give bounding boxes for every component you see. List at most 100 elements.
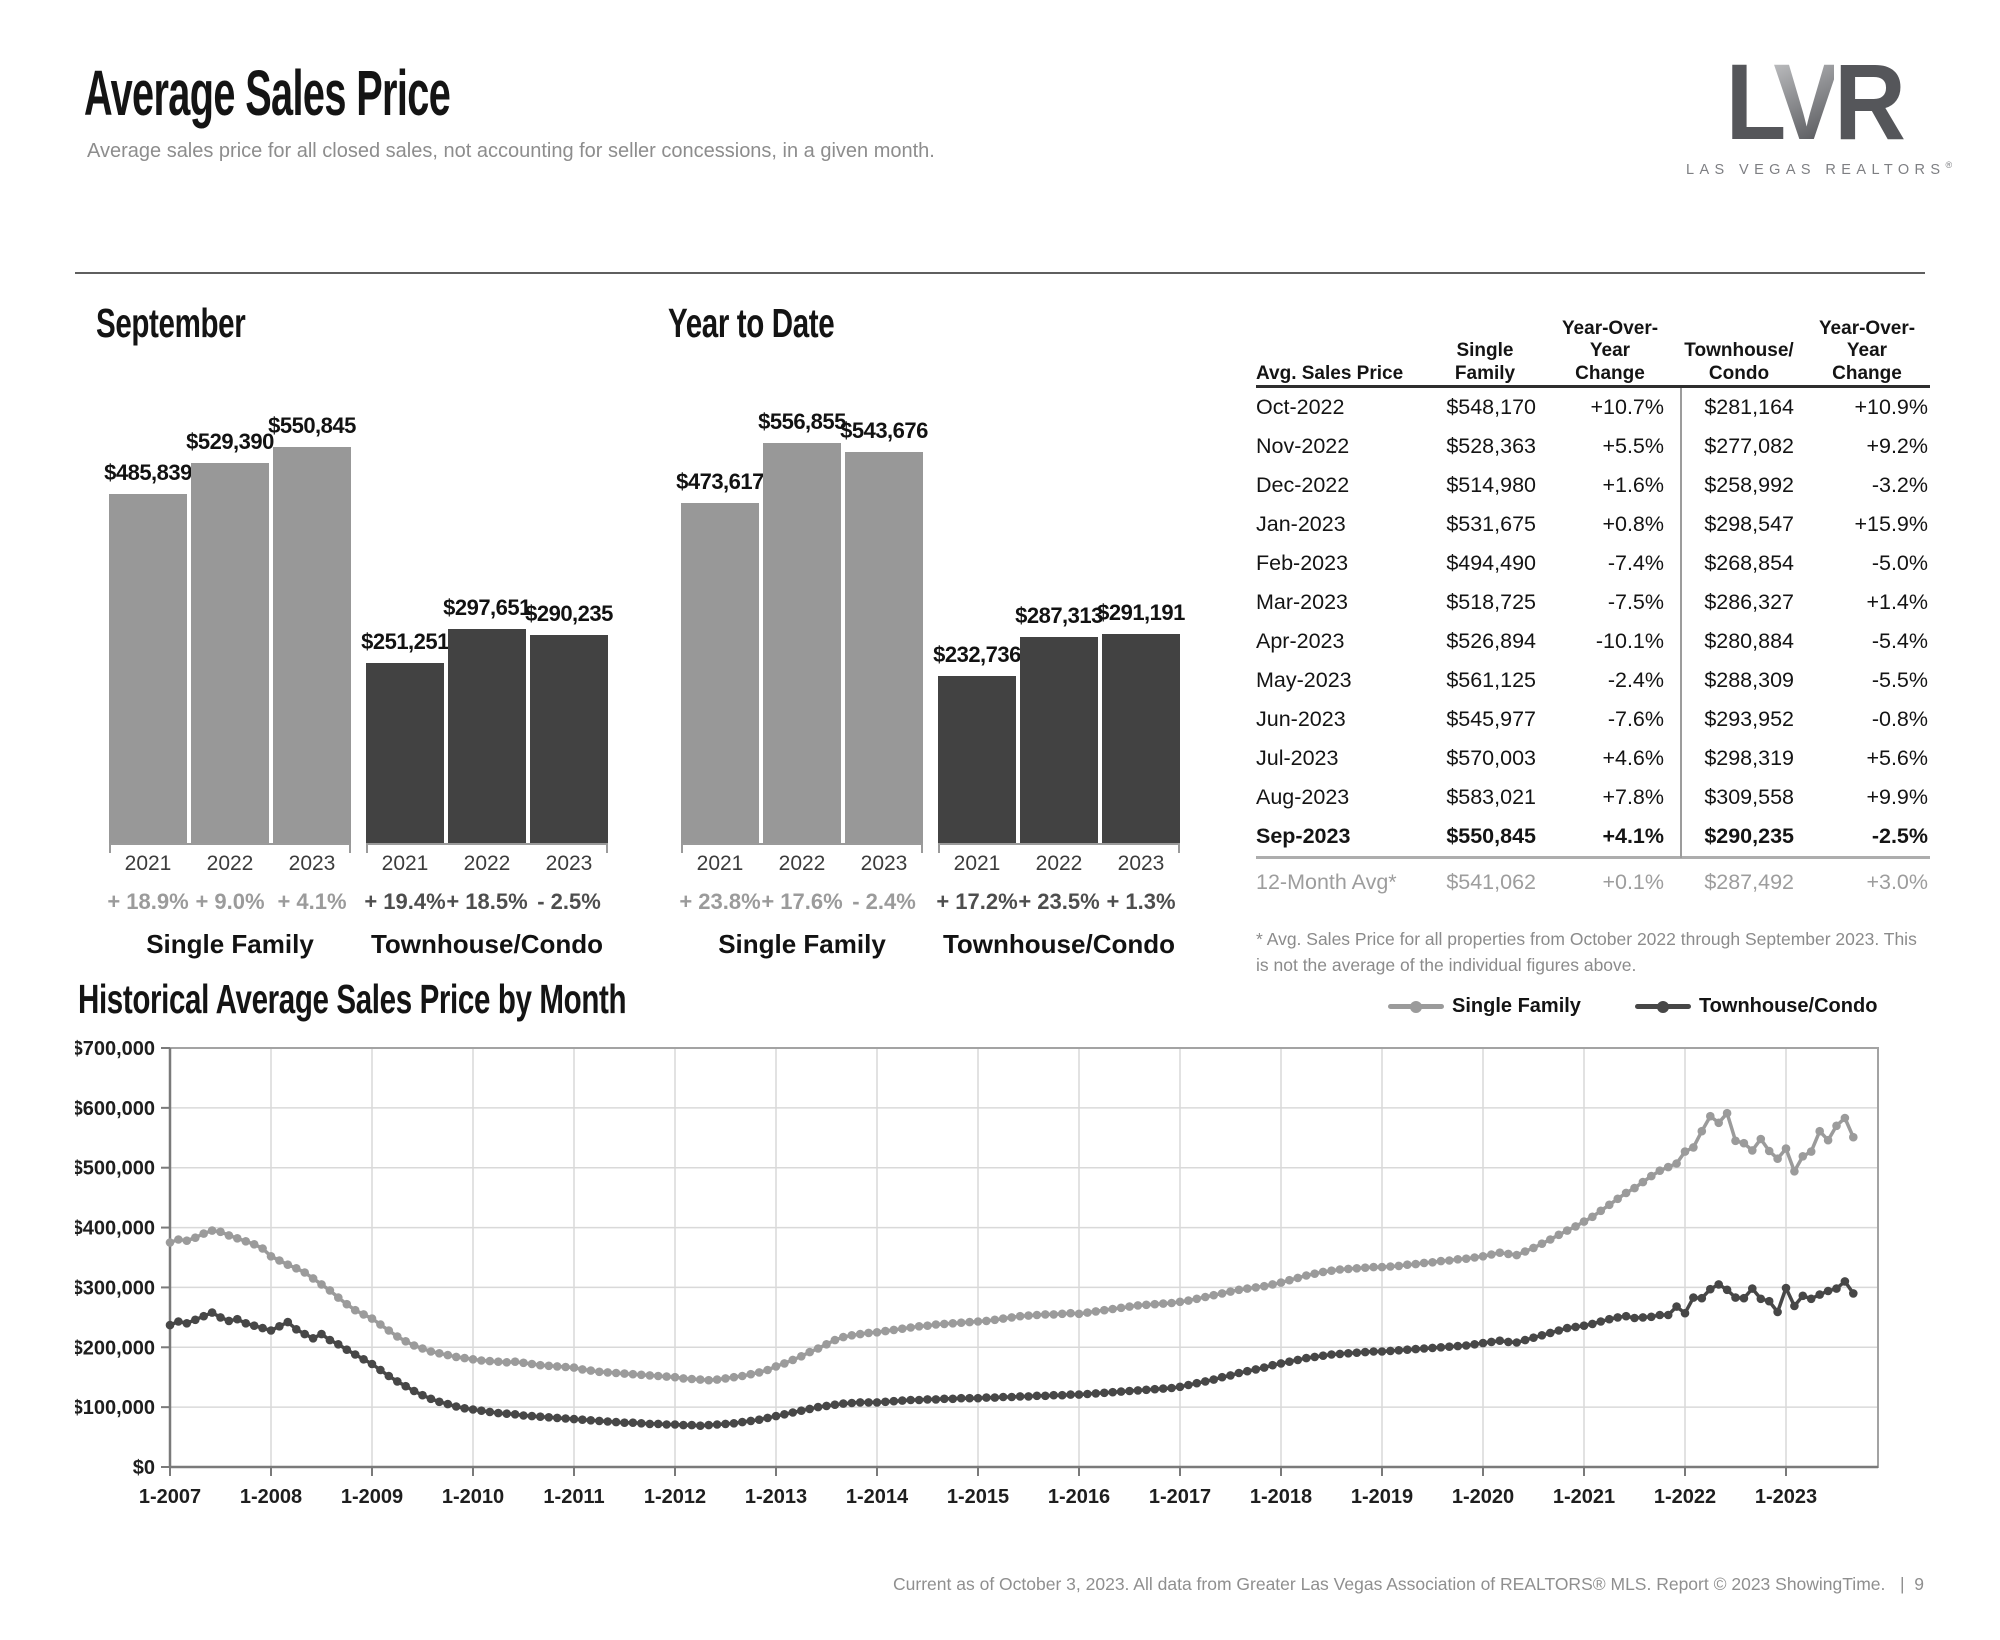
bar-group-label-single-family: Single Family — [718, 929, 886, 959]
history-x-label: 1-2017 — [1149, 1486, 1211, 1508]
history-x-label: 1-2023 — [1755, 1486, 1817, 1508]
bar-group-baseline — [366, 843, 608, 853]
history-x-label: 1-2016 — [1048, 1486, 1110, 1508]
table-cell: +9.2% — [1866, 434, 1928, 458]
history-x-label: 1-2021 — [1553, 1486, 1615, 1508]
table-header-row: Avg. Sales Price Single Family Year-Over-Y… — [1256, 318, 1930, 388]
table-cell: +9.9% — [1866, 785, 1928, 809]
table-cell: Apr-2023 — [1256, 629, 1345, 653]
table-footnote: * Avg. Sales Price for all properties fr… — [1256, 929, 1917, 976]
legend-line-marker-icon — [1388, 1000, 1444, 1013]
table-cell: May-2023 — [1256, 668, 1352, 692]
registered-mark: ® — [1945, 160, 1953, 170]
historical-line-chart: $0 $100,000 $200,000 $300,000 $400,000 $500,0… — [75, 1038, 1879, 1508]
table-cell: $545,977 — [1446, 707, 1536, 731]
table-header-cell: Avg. Sales Price — [1256, 362, 1404, 384]
table-cell: $583,021 — [1446, 785, 1536, 809]
history-x-label: 1-2010 — [442, 1486, 504, 1508]
table-cell: +1.6% — [1602, 473, 1664, 497]
table-cell: -5.4% — [1871, 629, 1928, 653]
table-12-month-average-row: 12-Month Avg* $541,062 +0.1% $287,492 +3.0% — [1256, 859, 1930, 906]
table-row: Feb-2023 $494,490 -7.4% $268,854 -5.0% — [1256, 544, 1930, 583]
bar-value-label: $485,839 — [104, 460, 192, 485]
bar-ytd-single-family-2022 — [763, 443, 841, 843]
table-cell: $268,854 — [1704, 551, 1794, 575]
bar-value-label: $297,651 — [443, 595, 531, 620]
history-x-label: 1-2007 — [139, 1486, 201, 1508]
table-cell: Jul-2023 — [1256, 746, 1339, 770]
table-cell: $561,125 — [1446, 668, 1536, 692]
bar-pct-change-label: + 4.1% — [277, 889, 347, 914]
bar-ytd-townhouse-condo-2023 — [1102, 634, 1180, 843]
bar-year-label: 2023 — [1117, 852, 1165, 875]
historical-chart-title: Historical Average Sales Price by Month — [78, 976, 627, 1022]
table-cell: $570,003 — [1446, 746, 1536, 770]
table-row: Sep-2023 $550,845 +4.1% $290,235 -2.5% — [1256, 817, 1930, 856]
table-cell: $287,492 — [1704, 870, 1794, 894]
bar-year-label: 2021 — [124, 852, 172, 875]
lvr-logo-subtext: LAS VEGAS REALTORS® — [1686, 160, 1953, 178]
table-cell: Jun-2023 — [1256, 707, 1346, 731]
bar-value-label: $473,617 — [676, 469, 764, 494]
history-axis-ticks — [161, 1047, 1787, 1476]
history-x-label: 1-2019 — [1351, 1486, 1413, 1508]
history-x-label: 1-2013 — [745, 1486, 807, 1508]
bar-pct-change-label: - 2.5% — [537, 889, 601, 914]
bar-group-baseline — [681, 843, 923, 853]
table-header-cell: Single Family — [1454, 340, 1516, 384]
historical-chart-legend: Single Family Townhouse/Condo — [1388, 995, 1877, 1018]
bar-pct-change-label: + 23.8% — [679, 889, 761, 914]
table-cell: Feb-2023 — [1256, 551, 1349, 575]
table-cell: $280,884 — [1704, 629, 1794, 653]
september-bars-area: $485,839 $529,390 $550,845 $251,251 $297,651… — [96, 413, 658, 853]
table-cell: +0.1% — [1602, 870, 1664, 894]
bar-year-label: 2022 — [463, 852, 511, 875]
table-cell: -10.1% — [1595, 629, 1664, 653]
history-series-townhouse-condo — [165, 1277, 1858, 1430]
history-y-label: $100,000 — [75, 1397, 155, 1419]
bar-ytd-townhouse-condo-2021 — [938, 676, 1016, 843]
history-series-single-family — [165, 1108, 1858, 1385]
bar-value-label: $287,313 — [1015, 603, 1103, 628]
history-y-label: $500,000 — [75, 1158, 155, 1180]
table-cell: $528,363 — [1446, 434, 1536, 458]
table-cell: $281,164 — [1704, 395, 1794, 419]
bar-value-label: $550,845 — [268, 413, 356, 438]
page-title: Average Sales Price — [84, 57, 451, 129]
table-cell: $514,980 — [1446, 473, 1536, 497]
table-cell: +0.8% — [1602, 512, 1664, 536]
table-cell: -2.5% — [1871, 824, 1928, 848]
history-x-label: 1-2012 — [644, 1486, 706, 1508]
table-header-cell: Townhouse/ Condo — [1684, 340, 1794, 384]
bar-year-label: 2021 — [953, 852, 1001, 875]
bar-pct-change-label: + 9.0% — [195, 889, 265, 914]
table-cell: $286,327 — [1704, 590, 1794, 614]
table-cell: -0.8% — [1871, 707, 1928, 731]
table-cell: Mar-2023 — [1256, 590, 1349, 614]
bar-year-label: 2023 — [288, 852, 336, 875]
history-gridlines — [170, 1048, 1878, 1467]
bar-year-label: 2022 — [778, 852, 826, 875]
table-row: Dec-2022 $514,980 +1.6% $258,992 -3.2% — [1256, 466, 1930, 505]
history-y-label: $600,000 — [75, 1098, 155, 1120]
legend-dot-icon — [1410, 1000, 1422, 1013]
table-cell: $526,894 — [1446, 629, 1536, 653]
table-cell: 12-Month Avg* — [1256, 870, 1397, 894]
bar-pct-change-label: + 23.5% — [1018, 889, 1100, 914]
bar-group-label-townhouse-condo: Townhouse/Condo — [942, 929, 1176, 959]
table-row: Apr-2023 $526,894 -10.1% $280,884 -5.4% — [1256, 622, 1930, 661]
bar-value-label: $556,855 — [758, 409, 846, 434]
table-cell: +3.0% — [1866, 870, 1928, 894]
bar-pct-change-label: + 17.6% — [761, 889, 843, 914]
bar-value-label: $543,676 — [840, 418, 928, 443]
table-cell: -7.6% — [1607, 707, 1664, 731]
table-cell: +4.6% — [1602, 746, 1664, 770]
history-y-label: $300,000 — [75, 1277, 155, 1299]
bar-year-label: 2023 — [860, 852, 908, 875]
table-cell: $309,558 — [1704, 785, 1794, 809]
bar-group-label-townhouse-condo: Townhouse/Condo — [370, 929, 604, 959]
table-cell: +15.9% — [1854, 512, 1928, 536]
bar-year-label: 2021 — [696, 852, 744, 875]
table-cell: +1.4% — [1866, 590, 1928, 614]
footer-text: Current as of October 3, 2023. All data … — [893, 1574, 1886, 1594]
